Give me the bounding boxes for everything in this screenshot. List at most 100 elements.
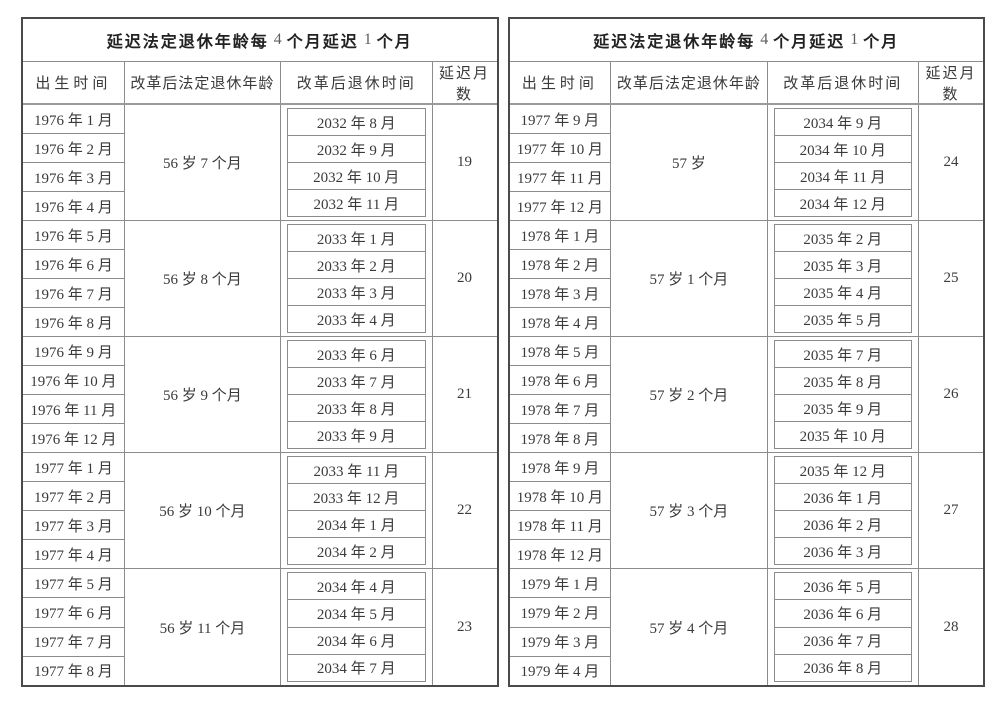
retirement-month-cell: 2033 年 3 月 (287, 279, 426, 306)
column-headers: 出生时间 改革后法定退休年龄 改革后退休时间 延迟月数 (23, 62, 497, 105)
retirement-date-column: 2034 年 4 月 2034 年 5 月 2034 年 6 月 2034 年 … (281, 569, 433, 685)
retirement-age-cell: 56 岁 10 个月 (125, 453, 282, 568)
delay-months-cell: 21 (457, 386, 473, 402)
retirement-age-cell: 56 岁 8 个月 (125, 221, 282, 336)
header-delay-months: 延迟月数 (439, 65, 491, 103)
age-group-row: 1978 年 9 月 1978 年 10 月 1978 年 11 月 1978 … (509, 453, 983, 569)
retirement-month-cell: 2033 年 1 月 (287, 224, 426, 252)
retirement-month-cell: 2034 年 9 月 (773, 108, 913, 136)
birth-month-cell: 1978 年 1 月 (509, 221, 611, 250)
birth-month-cell: 1976 年 1 月 (23, 105, 124, 134)
retirement-month-cell: 2033 年 8 月 (287, 395, 426, 422)
birth-month-column: 1979 年 1 月 1979 年 2 月 1979 年 3 月 1979 年 … (509, 569, 612, 685)
birth-month-cell: 1976 年 10 月 (23, 366, 124, 395)
birth-month-column: 1978 年 1 月 1978 年 2 月 1978 年 3 月 1978 年 … (509, 221, 612, 336)
birth-month-cell: 1977 年 9 月 (509, 105, 611, 134)
header-birth-date: 出生时间 (510, 62, 612, 103)
retirement-month-cell: 2034 年 11 月 (773, 163, 913, 190)
birth-month-cell: 1978 年 3 月 (509, 279, 611, 308)
header-post-reform-retirement-age: 改革后法定退休年龄 (125, 62, 282, 103)
birth-month-cell: 1978 年 8 月 (520, 431, 600, 448)
retirement-month-cell: 2035 年 5 月 (773, 306, 913, 333)
retirement-month-cell: 2035 年 9 月 (773, 395, 913, 422)
title-text-1: 延迟法定退休年龄每 (106, 34, 269, 51)
birth-month-cell: 1977 年 1 月 (23, 453, 124, 482)
title-text-1: 延迟法定退休年龄每 (593, 34, 756, 51)
birth-month-cell: 1976 年 9 月 (23, 337, 124, 366)
retirement-date-column: 2033 年 1 月 2033 年 2 月 2033 年 3 月 2033 年 … (281, 221, 433, 336)
retirement-month-cell: 2032 年 11 月 (287, 190, 426, 217)
retirement-month-cell: 2034 年 4 月 (287, 572, 426, 601)
title-number-1: 4 (273, 31, 282, 48)
birth-month-column: 1978 年 9 月 1978 年 10 月 1978 年 11 月 1978 … (509, 453, 612, 568)
page: 延迟法定退休年龄每 4 个月延迟 1 个月 出生时间 改革后法定退休年龄 改革后… (21, 17, 985, 687)
delay-months-cell: 25 (943, 270, 959, 286)
header-delay-months: 延迟月数 (925, 65, 977, 103)
birth-month-cell: 1977 年 8 月 (34, 664, 113, 681)
birth-month-cell: 1976 年 8 月 (34, 315, 113, 332)
age-group-row: 1977 年 1 月 1977 年 2 月 1977 年 3 月 1977 年 … (23, 453, 497, 569)
retirement-month-cell: 2033 年 4 月 (287, 306, 426, 333)
header-post-reform-retirement-age: 改革后法定退休年龄 (611, 62, 768, 103)
table-body: 1977 年 9 月 1977 年 10 月 1977 年 11 月 1977 … (509, 105, 984, 685)
tables-row: 延迟法定退休年龄每 4 个月延迟 1 个月 出生时间 改革后法定退休年龄 改革后… (21, 17, 985, 687)
birth-month-cell: 1977 年 11 月 (509, 163, 611, 192)
birth-month-column: 1977 年 1 月 1977 年 2 月 1977 年 3 月 1977 年 … (23, 453, 125, 568)
retirement-age-cell: 56 岁 9 个月 (125, 337, 282, 452)
retirement-date-column: 2035 年 12 月 2036 年 1 月 2036 年 2 月 2036 年… (768, 453, 920, 568)
title-text-3: 个月 (376, 34, 413, 51)
retirement-month-cell: 2034 年 10 月 (773, 136, 913, 163)
birth-month-cell: 1978 年 6 月 (509, 366, 611, 395)
birth-month-cell: 1977 年 7 月 (23, 628, 124, 657)
birth-month-cell: 1978 年 10 月 (509, 482, 611, 511)
birth-month-cell: 1976 年 5 月 (23, 221, 124, 250)
age-group-row: 1977 年 9 月 1977 年 10 月 1977 年 11 月 1977 … (509, 105, 983, 221)
birth-month-cell: 1977 年 2 月 (23, 482, 124, 511)
birth-month-cell: 1977 年 5 月 (23, 569, 124, 599)
retirement-month-cell: 2035 年 10 月 (773, 422, 913, 449)
retirement-date-column: 2033 年 6 月 2033 年 7 月 2033 年 8 月 2033 年 … (281, 337, 433, 452)
retirement-month-cell: 2033 年 2 月 (287, 252, 426, 279)
retirement-age-cell: 56 岁 7 个月 (125, 105, 282, 220)
retirement-month-cell: 2033 年 9 月 (287, 422, 426, 449)
delay-months-cell: 20 (457, 270, 473, 286)
birth-month-column: 1976 年 5 月 1976 年 6 月 1976 年 7 月 1976 年 … (23, 221, 125, 336)
birth-month-cell: 1977 年 12 月 (516, 199, 604, 216)
title-number-2: 1 (850, 31, 859, 48)
retirement-month-cell: 2036 年 3 月 (773, 538, 913, 565)
birth-month-cell: 1978 年 11 月 (509, 511, 611, 540)
retirement-month-cell: 2035 年 7 月 (773, 340, 913, 368)
delay-months-cell: 28 (943, 618, 959, 635)
birth-month-column: 1976 年 9 月 1976 年 10 月 1976 年 11 月 1976 … (23, 337, 125, 452)
title-number-1: 4 (760, 31, 769, 48)
age-group-row: 1978 年 1 月 1978 年 2 月 1978 年 3 月 1978 年 … (509, 221, 983, 337)
retirement-month-cell: 2035 年 3 月 (773, 252, 913, 279)
birth-month-cell: 1978 年 7 月 (509, 395, 611, 424)
retirement-age-cell: 56 岁 11 个月 (125, 569, 282, 685)
age-group-row: 1976 年 9 月 1976 年 10 月 1976 年 11 月 1976 … (23, 337, 497, 453)
retirement-month-cell: 2032 年 10 月 (287, 163, 426, 190)
delay-months-cell: 23 (457, 618, 473, 635)
retirement-date-column: 2035 年 7 月 2035 年 8 月 2035 年 9 月 2035 年 … (768, 337, 920, 452)
birth-month-cell: 1978 年 9 月 (509, 453, 611, 482)
age-group-row: 1978 年 5 月 1978 年 6 月 1978 年 7 月 1978 年 … (509, 337, 983, 453)
retirement-month-cell: 2036 年 8 月 (773, 654, 913, 682)
retirement-month-cell: 2034 年 6 月 (287, 627, 426, 655)
retirement-age-cell: 57 岁 (611, 105, 768, 220)
retirement-month-cell: 2035 年 4 月 (773, 279, 913, 306)
birth-month-cell: 1977 年 6 月 (23, 598, 124, 628)
delay-months-cell: 27 (943, 502, 959, 518)
retirement-month-cell: 2034 年 2 月 (287, 538, 426, 565)
birth-month-cell: 1979 年 2 月 (509, 598, 611, 628)
retirement-age-cell: 57 岁 2 个月 (611, 337, 768, 452)
title-text-2: 个月延迟 (286, 34, 359, 51)
retirement-delay-table: 延迟法定退休年龄每 4 个月延迟 1 个月 出生时间 改革后法定退休年龄 改革后… (507, 17, 985, 687)
age-group-row: 1979 年 1 月 1979 年 2 月 1979 年 3 月 1979 年 … (509, 569, 984, 685)
birth-month-cell: 1978 年 12 月 (516, 547, 604, 564)
birth-month-column: 1978 年 5 月 1978 年 6 月 1978 年 7 月 1978 年 … (509, 337, 612, 452)
retirement-month-cell: 2032 年 9 月 (287, 136, 426, 163)
column-headers: 出生时间 改革后法定退休年龄 改革后退休时间 延迟月数 (509, 62, 983, 105)
table-title: 延迟法定退休年龄每 4 个月延迟 1 个月 (509, 19, 983, 62)
retirement-age-cell: 57 岁 4 个月 (611, 569, 768, 685)
birth-month-cell: 1977 年 3 月 (23, 511, 124, 540)
